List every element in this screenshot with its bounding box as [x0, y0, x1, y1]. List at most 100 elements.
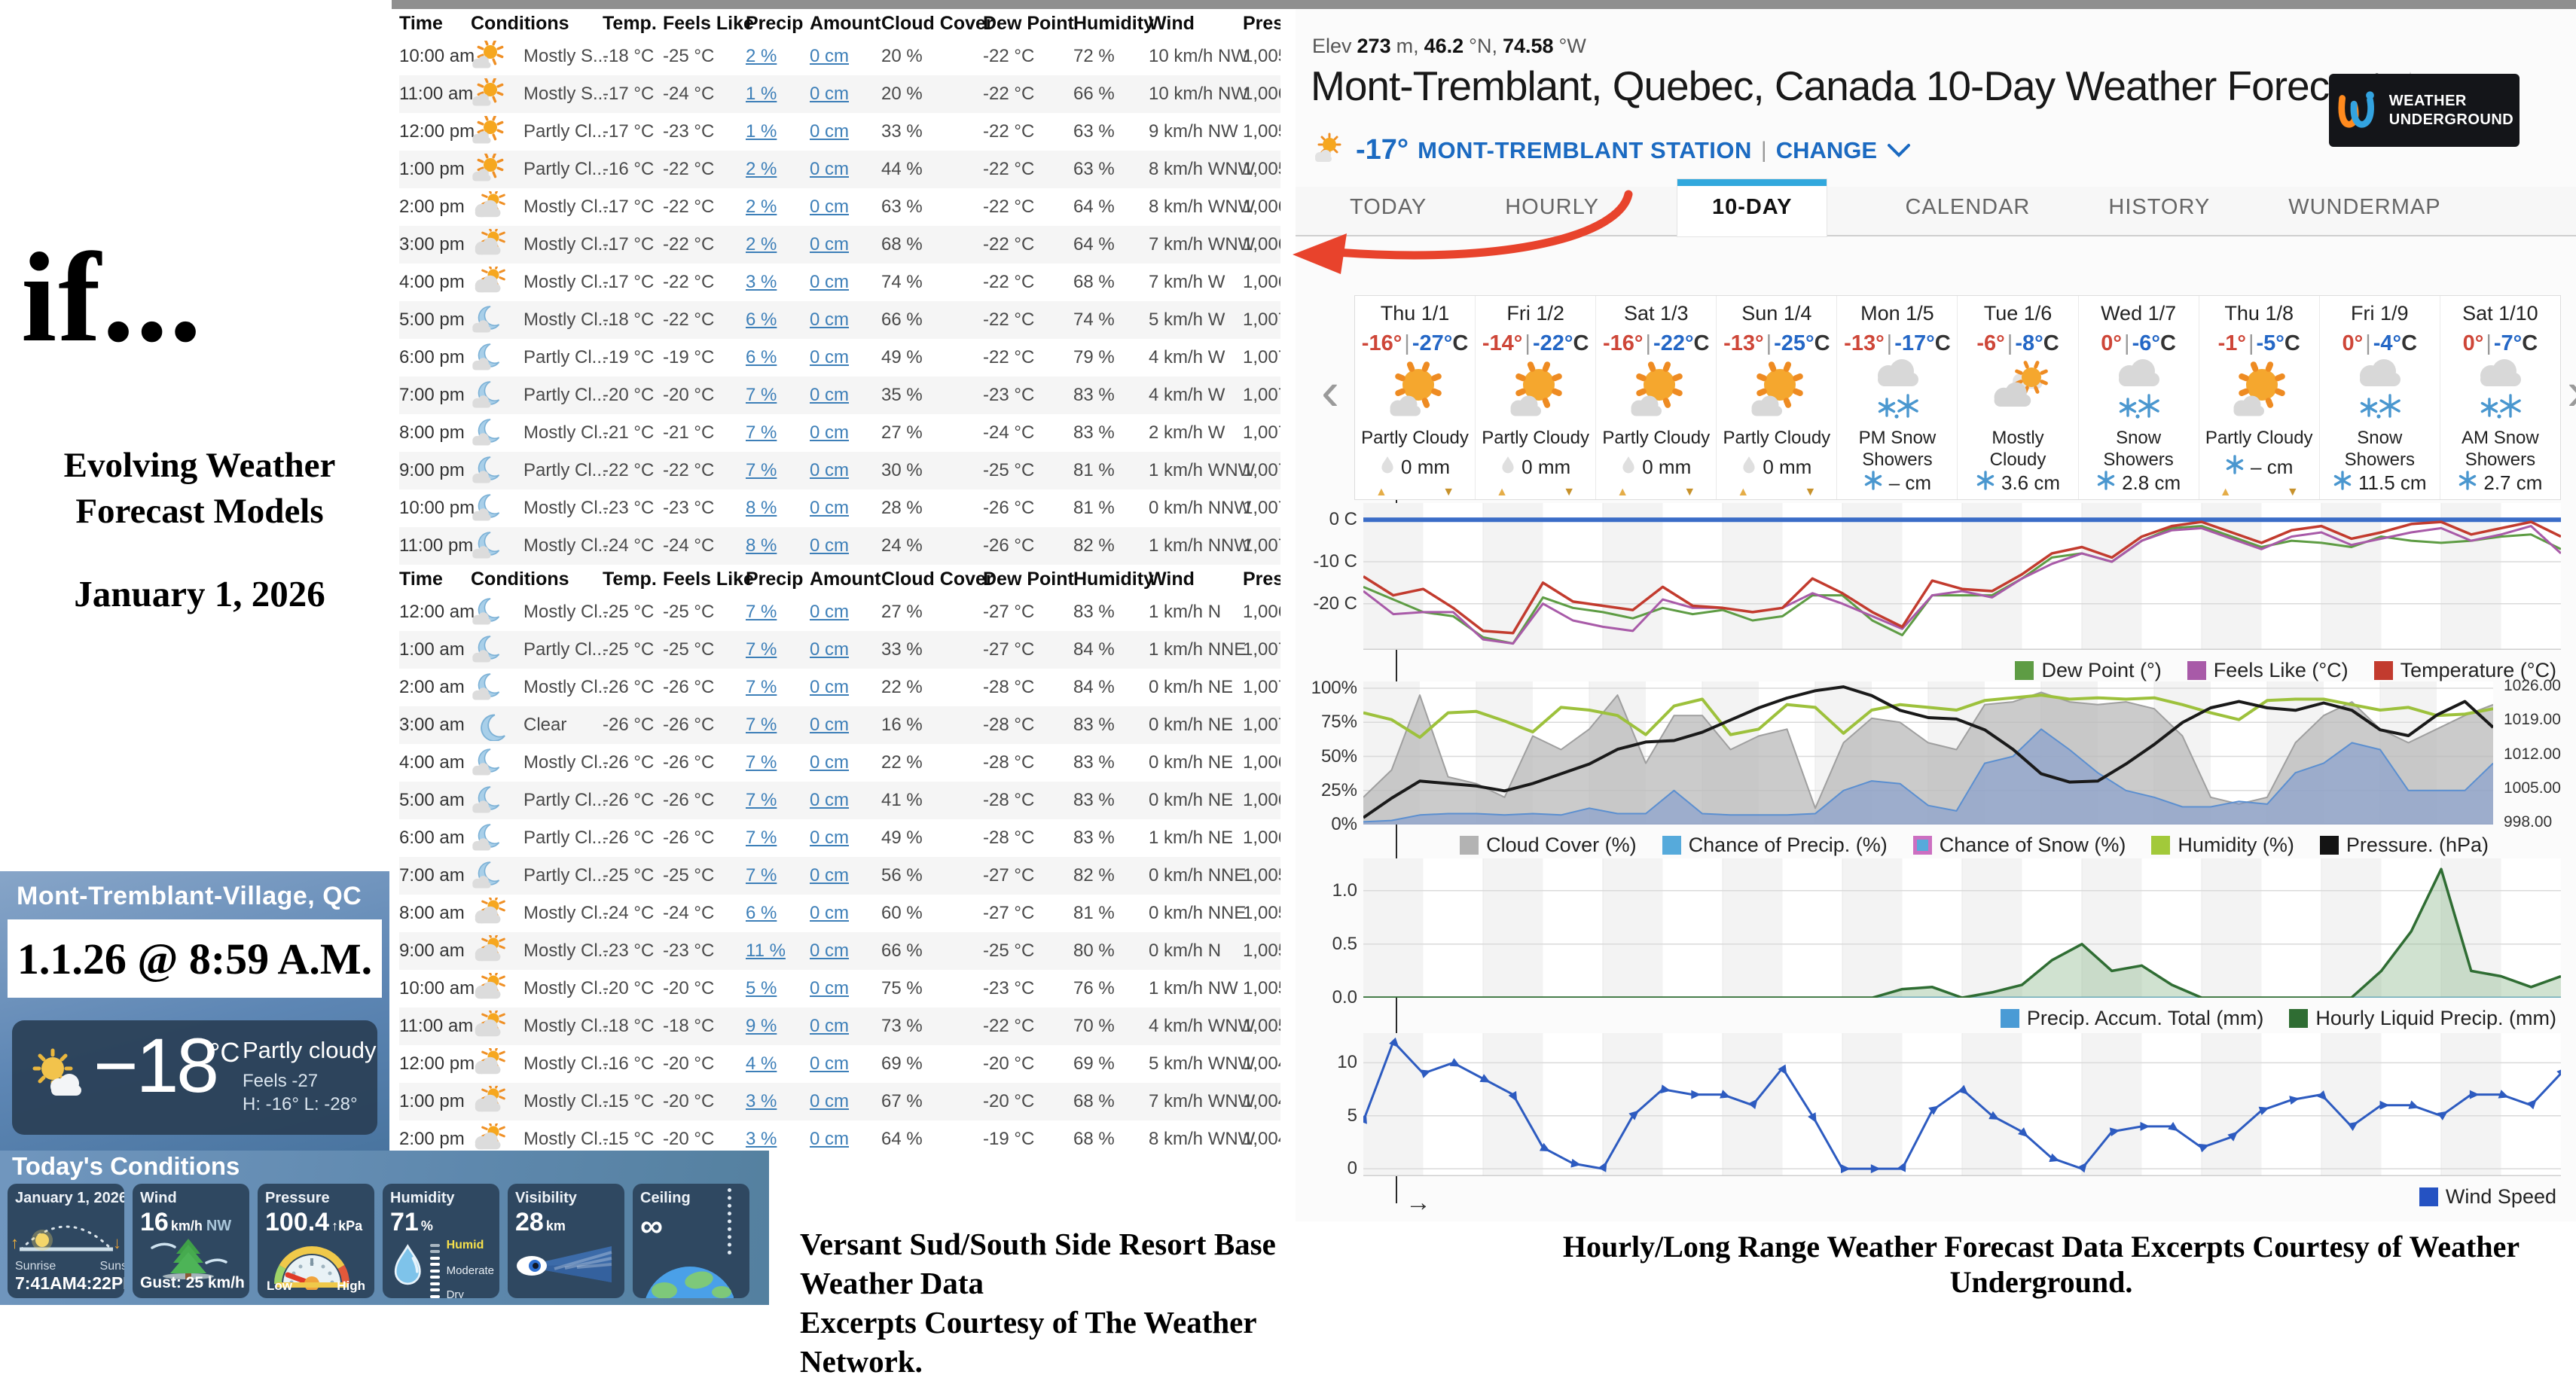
- cell-amount-link[interactable]: 0 cm: [810, 715, 850, 735]
- cell-precip-link[interactable]: 7 %: [746, 677, 777, 697]
- cell-pressure: 1,004: [1243, 1129, 1280, 1149]
- cell-precip-link[interactable]: 7 %: [746, 602, 777, 622]
- change-station-link[interactable]: CHANGE: [1775, 136, 1878, 163]
- forecast-day-tile[interactable]: Sat 1/3 -16° | -22°C Partly Cloudy 0 mm ▲ ▼: [1596, 296, 1717, 499]
- tab-history[interactable]: HISTORY: [2108, 195, 2211, 219]
- tab-10-day[interactable]: 10-DAY: [1677, 179, 1827, 236]
- cell-amount-link[interactable]: 0 cm: [810, 197, 850, 217]
- tab-today[interactable]: TODAY: [1350, 195, 1427, 219]
- cell-amount-link[interactable]: 0 cm: [810, 121, 850, 142]
- cell-amount-link[interactable]: 0 cm: [810, 234, 850, 255]
- cell-amount-link[interactable]: 0 cm: [810, 1016, 850, 1036]
- cell-precip-link[interactable]: 3 %: [746, 272, 777, 292]
- cell-precip-link[interactable]: 2 %: [746, 159, 777, 179]
- pressure-low-label: Low: [267, 1279, 292, 1293]
- cell-precip-link[interactable]: 1 %: [746, 84, 777, 104]
- legend-item[interactable]: Chance of Precip. (%): [1662, 834, 1888, 857]
- cell-precip-link[interactable]: 7 %: [746, 790, 777, 810]
- legend-item[interactable]: Humidity (%): [2151, 834, 2294, 857]
- cell-precip-link[interactable]: 2 %: [746, 197, 777, 217]
- legend-item[interactable]: Pressure. (hPa): [2319, 834, 2489, 857]
- cell-amount-link[interactable]: 0 cm: [810, 602, 850, 622]
- cell-precip-link[interactable]: 9 %: [746, 1016, 777, 1036]
- legend-item[interactable]: Temperature (°C): [2373, 659, 2556, 682]
- day-precip: 2.8 cm: [2096, 471, 2181, 495]
- legend-item[interactable]: Feels Like (°C): [2187, 659, 2349, 682]
- forecast-day-tile[interactable]: Sun 1/4 -13° | -25°C Partly Cloudy 0 mm ▲ ▼: [1717, 296, 1838, 499]
- cell-amount-link[interactable]: 0 cm: [810, 46, 850, 66]
- cell-amount-link[interactable]: 0 cm: [810, 422, 850, 443]
- cell-amount-link[interactable]: 0 cm: [810, 1129, 850, 1149]
- cell-precip-link[interactable]: 6 %: [746, 309, 777, 330]
- cell-amount-link[interactable]: 0 cm: [810, 903, 850, 923]
- legend-item[interactable]: Chance of Snow (%): [1912, 834, 2126, 857]
- cell-precip-link[interactable]: 7 %: [746, 639, 777, 660]
- cell-precip-link[interactable]: 3 %: [746, 1091, 777, 1111]
- cell-precip-link[interactable]: 8 %: [746, 535, 777, 556]
- cell-precip-link[interactable]: 7 %: [746, 828, 777, 848]
- temp-unit: C: [2159, 331, 2176, 355]
- cell-precip-link[interactable]: 7 %: [746, 752, 777, 773]
- scale-dry-label: Dry: [446, 1288, 464, 1298]
- weather-underground-logo[interactable]: WEATHER UNDERGROUND: [2329, 74, 2520, 147]
- cell-precip-link[interactable]: 8 %: [746, 498, 777, 518]
- tab-calendar[interactable]: CALENDAR: [1905, 195, 2031, 219]
- cell-amount-link[interactable]: 0 cm: [810, 498, 850, 518]
- prev-days-chevron[interactable]: ‹: [1321, 361, 1339, 422]
- forecast-day-tile[interactable]: Mon 1/5-13°|-17°CPM Snow Showers– cm▲▼: [1837, 296, 1958, 514]
- cell-amount-link[interactable]: 0 cm: [810, 978, 850, 998]
- cell-precip-link[interactable]: 11 %: [746, 940, 786, 961]
- forecast-day-tile[interactable]: Fri 1/2 -14° | -22°C Partly Cloudy 0 mm ▲ ▼: [1476, 296, 1597, 499]
- cell-amount-link[interactable]: 0 cm: [810, 1091, 850, 1111]
- cell-amount-link[interactable]: 0 cm: [810, 385, 850, 405]
- cell-amount-link[interactable]: 0 cm: [810, 828, 850, 848]
- legend-item[interactable]: Precip. Accum. Total (mm): [2000, 1007, 2263, 1030]
- cell-time: 3:00 am: [399, 715, 465, 735]
- cell-precip-link[interactable]: 3 %: [746, 1129, 777, 1149]
- cell-amount-link[interactable]: 0 cm: [810, 752, 850, 773]
- cell-amount-link[interactable]: 0 cm: [810, 865, 850, 886]
- cell-amount-link[interactable]: 0 cm: [810, 639, 850, 660]
- tab-wundermap[interactable]: WUNDERMAP: [2288, 195, 2441, 219]
- cell-amount-link[interactable]: 0 cm: [810, 790, 850, 810]
- cell-amount-link[interactable]: 0 cm: [810, 272, 850, 292]
- cell-precip-link[interactable]: 1 %: [746, 121, 777, 142]
- legend-item[interactable]: Hourly Liquid Precip. (mm): [2289, 1007, 2556, 1030]
- cell-amount-link[interactable]: 0 cm: [810, 159, 850, 179]
- cell-precip-link[interactable]: 7 %: [746, 460, 777, 480]
- cell-amount-link[interactable]: 0 cm: [810, 309, 850, 330]
- cell-amount-link[interactable]: 0 cm: [810, 535, 850, 556]
- cell-temp: -17 °C: [603, 121, 655, 142]
- cell-amount-link[interactable]: 0 cm: [810, 677, 850, 697]
- cell-precip-link[interactable]: 2 %: [746, 234, 777, 255]
- cell-amount-link[interactable]: 0 cm: [810, 940, 850, 961]
- station-name-link[interactable]: MONT-TREMBLANT STATION: [1418, 136, 1752, 163]
- forecast-day-tile[interactable]: Thu 1/1 -16° | -27°C Partly Cloudy 0 mm ▲ ▼: [1355, 296, 1476, 499]
- cell-precip-link[interactable]: 6 %: [746, 903, 777, 923]
- legend-item[interactable]: Wind Speed: [2419, 1185, 2556, 1209]
- cell-precip-link[interactable]: 4 %: [746, 1053, 777, 1074]
- cell-amount-link[interactable]: 0 cm: [810, 347, 850, 367]
- legend-item[interactable]: Cloud Cover (%): [1460, 834, 1637, 857]
- cell-precip-link[interactable]: 7 %: [746, 715, 777, 735]
- cell-precip-link[interactable]: 7 %: [746, 865, 777, 886]
- forecast-day-tile[interactable]: Thu 1/8 -1° | -5°C Partly Cloudy – cm ▲ ▼: [2199, 296, 2320, 499]
- legend-item[interactable]: Dew Point (°): [2015, 659, 2162, 682]
- cell-amount-link[interactable]: 0 cm: [810, 460, 850, 480]
- chevron-down-icon[interactable]: [1886, 142, 1912, 159]
- pressure-value: 100.4: [265, 1208, 330, 1236]
- cell-amount-link[interactable]: 0 cm: [810, 1053, 850, 1074]
- cell-precip-link[interactable]: 7 %: [746, 385, 777, 405]
- cell-precip-link[interactable]: 2 %: [746, 46, 777, 66]
- cell-amount-link[interactable]: 0 cm: [810, 84, 850, 104]
- tab-hourly[interactable]: HOURLY: [1505, 195, 1599, 219]
- temp-separator: |: [2248, 331, 2254, 355]
- cell-precip-link[interactable]: 7 %: [746, 422, 777, 443]
- next-days-chevron[interactable]: ›: [2567, 364, 2576, 419]
- cell-precip-link[interactable]: 5 %: [746, 978, 777, 998]
- cell-precip-link[interactable]: 6 %: [746, 347, 777, 367]
